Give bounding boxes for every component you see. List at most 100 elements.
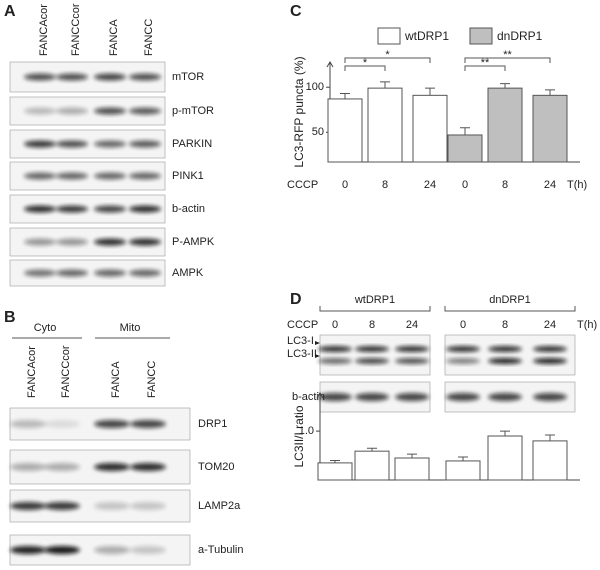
- lane-label: FANCA: [110, 361, 122, 398]
- band: [130, 463, 166, 471]
- error-bar: [460, 127, 470, 135]
- lane-label: 0: [460, 319, 466, 331]
- bar: [327, 98, 363, 163]
- band: [44, 546, 80, 554]
- panel-label: C: [290, 3, 302, 20]
- bar: [447, 134, 483, 163]
- group-label: Mito: [120, 322, 141, 334]
- panel-label: A: [4, 3, 16, 20]
- significance-bracket: [464, 65, 506, 71]
- error-bar: [545, 89, 555, 96]
- arrow: [315, 341, 320, 358]
- band: [395, 346, 429, 352]
- bar: [394, 457, 430, 481]
- row-label: p-mTOR: [172, 105, 214, 117]
- bar: [354, 450, 390, 481]
- x-axis-label: CCCP: [287, 179, 318, 191]
- band: [488, 393, 522, 401]
- group-bracket: [444, 306, 576, 312]
- lane-label: FANCA: [108, 19, 120, 56]
- error-bar: [340, 93, 350, 99]
- band: [10, 420, 46, 428]
- band: [94, 502, 130, 510]
- y-tick-label: 1.0: [299, 425, 314, 437]
- blot: [319, 334, 431, 376]
- bar: [445, 460, 481, 481]
- band: [395, 393, 429, 401]
- band: [24, 107, 56, 115]
- band: [318, 393, 352, 401]
- band: [488, 346, 522, 352]
- band: [56, 238, 88, 246]
- band: [533, 346, 567, 352]
- y-tick-label: 50: [312, 126, 324, 138]
- panel-label: B: [4, 309, 16, 326]
- band: [94, 420, 130, 428]
- band: [318, 346, 352, 352]
- band: [355, 393, 389, 401]
- lane-label: 24: [544, 319, 556, 331]
- bar: [532, 440, 568, 481]
- error-bar: [425, 87, 435, 96]
- band: [130, 546, 166, 554]
- bar: [367, 87, 403, 163]
- row-label: DRP1: [198, 418, 227, 430]
- band: [129, 140, 161, 148]
- error-bar: [545, 434, 555, 441]
- band: [56, 73, 88, 81]
- band: [24, 205, 56, 213]
- error-bar: [500, 83, 510, 89]
- error-bar: [330, 459, 340, 463]
- bar: [532, 94, 568, 163]
- significance-label: **: [503, 49, 512, 61]
- band: [488, 358, 522, 364]
- band: [24, 172, 56, 180]
- lane-label: 24: [406, 319, 418, 331]
- error-bar: [367, 447, 377, 452]
- band: [355, 358, 389, 364]
- band: [56, 205, 88, 213]
- band: [44, 420, 80, 428]
- significance-bracket: [344, 57, 431, 63]
- band: [94, 269, 126, 277]
- band: [94, 238, 126, 246]
- group-bracket: [319, 306, 431, 312]
- lane-label: 0: [332, 319, 338, 331]
- legend-label: wtDRP1: [404, 29, 449, 43]
- y-axis-label: LC3II/I ratio: [292, 405, 306, 467]
- significance-label: *: [363, 57, 368, 69]
- band: [94, 463, 130, 471]
- row-label: b-actin: [292, 391, 325, 403]
- band-label: LC3-I: [287, 335, 314, 347]
- lane-label: FANCAcor: [38, 4, 50, 56]
- band: [24, 140, 56, 148]
- band: [129, 73, 161, 81]
- band-label: LC3-II: [287, 348, 317, 360]
- axis-arrow: [316, 392, 324, 399]
- bar: [412, 94, 448, 163]
- band: [355, 346, 389, 352]
- band: [94, 172, 126, 180]
- significance-label: *: [385, 49, 390, 61]
- band: [129, 107, 161, 115]
- x-tick-label: 0: [462, 179, 468, 191]
- band: [44, 502, 80, 510]
- significance-label: **: [481, 57, 490, 69]
- row-label: b-actin: [172, 203, 205, 215]
- treatment-label: CCCP: [287, 319, 318, 331]
- lane-label: 8: [369, 319, 375, 331]
- unit-label: T(h): [567, 179, 587, 191]
- band: [318, 358, 352, 364]
- band: [24, 73, 56, 81]
- row-label: P-AMPK: [172, 236, 215, 248]
- band: [129, 238, 161, 246]
- band: [446, 393, 480, 401]
- lane-label: 8: [502, 319, 508, 331]
- row-label: TOM20: [198, 461, 234, 473]
- row-label: LAMP2a: [198, 500, 241, 512]
- group-label: wtDRP1: [354, 294, 395, 306]
- y-axis-label: LC3-RFP puncta (%): [292, 56, 306, 167]
- band: [129, 172, 161, 180]
- legend-swatch: [377, 27, 401, 45]
